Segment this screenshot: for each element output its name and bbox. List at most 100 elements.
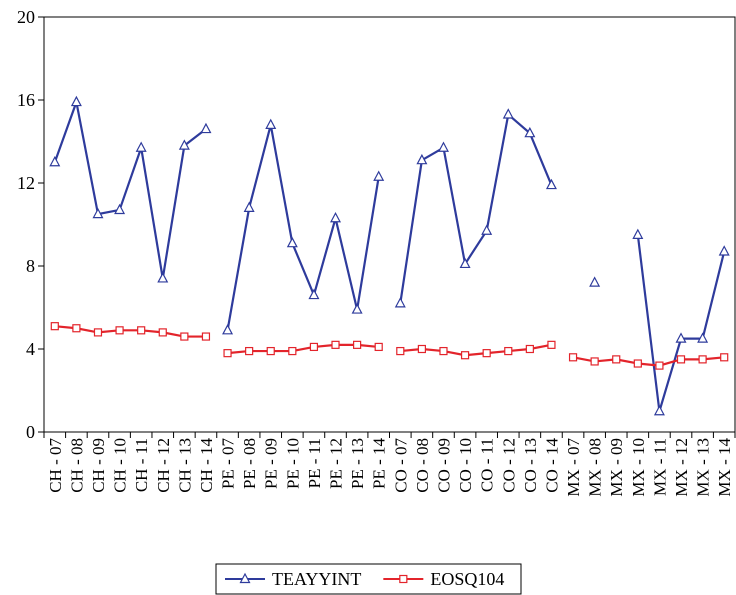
point <box>137 326 146 335</box>
point <box>158 328 167 337</box>
point <box>720 353 729 362</box>
point <box>612 355 621 364</box>
point <box>351 303 363 314</box>
y-tick-label: 12 <box>17 173 35 193</box>
point <box>399 574 408 584</box>
y-tick-label: 0 <box>26 422 35 442</box>
point <box>718 245 730 256</box>
x-tick-label: CH - 12 <box>154 438 173 493</box>
point <box>502 108 514 119</box>
point <box>460 351 470 360</box>
point <box>545 178 557 190</box>
x-tick-label: CH - 08 <box>67 438 86 493</box>
legend-label: EOSQ104 <box>430 569 504 589</box>
point <box>568 353 578 362</box>
x-tick-label: MX - 14 <box>715 438 734 497</box>
point <box>459 257 471 269</box>
series-line <box>399 112 553 304</box>
x-tick-label: CO - 11 <box>478 438 497 492</box>
x-tick-label: CO - 14 <box>542 438 561 493</box>
x-tick-label: MX - 10 <box>629 438 648 497</box>
series-line <box>636 234 726 412</box>
point <box>504 346 513 356</box>
point <box>396 346 405 356</box>
point <box>200 122 212 134</box>
legend-box <box>215 563 522 595</box>
point <box>72 324 81 333</box>
point <box>286 236 298 248</box>
x-tick-label: PE - 07 <box>219 438 238 490</box>
point <box>547 340 556 349</box>
x-tick-label: CH - 10 <box>111 438 130 493</box>
point <box>330 211 342 223</box>
point <box>524 126 536 138</box>
point <box>590 357 599 366</box>
point <box>374 342 383 352</box>
point <box>50 322 59 331</box>
point <box>223 349 232 358</box>
x-tick-label: PE - 14 <box>370 438 389 490</box>
point <box>49 155 61 167</box>
point <box>114 203 126 215</box>
point <box>655 361 664 370</box>
x-tick-label: PE - 12 <box>327 438 346 489</box>
x-tick-label: MX - 08 <box>586 438 605 497</box>
point <box>201 332 211 341</box>
point <box>92 207 104 219</box>
point <box>353 340 362 349</box>
point <box>417 344 426 354</box>
point <box>115 326 124 335</box>
x-tick-label: CH - 07 <box>46 438 65 493</box>
point <box>698 355 707 364</box>
point <box>653 404 665 416</box>
point <box>331 340 340 349</box>
x-tick-label: PE - 10 <box>283 438 302 489</box>
x-tick-label: CO - 12 <box>499 438 518 493</box>
point <box>525 344 534 354</box>
point <box>265 118 277 129</box>
point <box>589 276 601 287</box>
point <box>416 153 428 165</box>
y-tick-label: 16 <box>17 90 35 110</box>
point <box>308 288 320 300</box>
point <box>437 141 449 152</box>
point <box>288 346 297 356</box>
y-tick-label: 20 <box>17 7 35 27</box>
point <box>439 346 448 356</box>
point <box>266 346 275 356</box>
point <box>675 332 687 343</box>
x-tick-label: CO - 07 <box>391 438 410 493</box>
x-tick-label: PE - 08 <box>240 438 259 489</box>
x-tick-label: MX - 07 <box>564 438 583 497</box>
x-tick-label: PE - 11 <box>305 438 324 488</box>
x-tick-label: CH - 09 <box>89 438 108 493</box>
point <box>70 95 82 107</box>
legend-label: TEAYYINT <box>272 569 361 589</box>
y-tick-label: 4 <box>26 339 35 359</box>
point <box>309 342 319 352</box>
x-tick-label: MX - 09 <box>607 438 626 497</box>
x-tick-label: MX - 12 <box>672 438 691 497</box>
x-tick-label: MX - 11 <box>650 438 669 496</box>
point <box>180 332 189 341</box>
point <box>157 272 169 283</box>
series-line <box>226 124 380 331</box>
point <box>482 349 491 358</box>
point <box>243 201 255 212</box>
x-tick-label: CH - 13 <box>175 438 194 493</box>
x-tick-label: CO - 08 <box>413 438 432 493</box>
x-tick-label: PE - 09 <box>262 438 281 489</box>
point <box>178 139 190 150</box>
y-tick-label: 8 <box>26 256 35 276</box>
point <box>93 328 103 337</box>
x-tick-label: MX - 13 <box>694 438 713 497</box>
point <box>633 359 642 368</box>
point <box>481 224 493 235</box>
point <box>373 170 385 181</box>
point <box>632 228 644 239</box>
point <box>239 572 251 584</box>
x-tick-label: CO - 13 <box>521 438 540 493</box>
x-tick-label: CO - 10 <box>456 438 475 493</box>
x-tick-label: CH - 11 <box>132 438 151 492</box>
